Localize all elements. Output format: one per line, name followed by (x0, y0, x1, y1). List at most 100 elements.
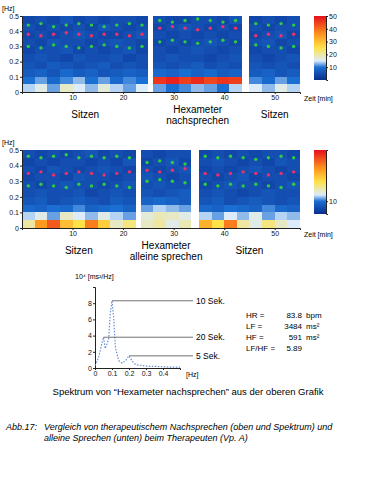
y-axis-tick-label: 0 (15, 225, 19, 232)
heatmap-cell (153, 39, 166, 47)
dot (115, 155, 118, 158)
y-axis-tick: 6 (88, 316, 95, 323)
heatmap-cell (98, 39, 111, 47)
heatmap-cell (136, 54, 149, 62)
stat-value: 3484 (284, 322, 302, 331)
heatmap-cell (212, 212, 225, 220)
dot (241, 184, 244, 187)
x-axis-tick-label: 0 (94, 370, 98, 377)
heatmap-cell (191, 24, 204, 32)
heatmap-cell (123, 205, 136, 213)
heatmap-cell (262, 189, 275, 197)
heatmap-cell (73, 69, 86, 77)
dot (183, 167, 186, 170)
heatmap-cell (35, 39, 48, 47)
heatmap-cell (98, 212, 111, 220)
heatmap-cell (191, 54, 204, 62)
heatmap-cell (123, 39, 136, 47)
dot (183, 26, 186, 29)
dot (52, 25, 55, 28)
y-axis-tick-mark (20, 228, 22, 229)
y-axis-tick: 0.2 (9, 58, 22, 65)
heatmap-cell (123, 62, 136, 70)
heatmap-cell (166, 220, 179, 228)
heatmap-cell (60, 150, 73, 158)
dot (171, 169, 174, 172)
dot (65, 45, 68, 48)
heatmap-cell (73, 189, 86, 197)
heatmap-cell (224, 158, 237, 166)
heatmap-cell (249, 54, 262, 62)
heatmap-cell (224, 197, 237, 205)
heatmap-cell (204, 24, 217, 32)
heatmap-cell (98, 84, 111, 92)
heatmap-cell (287, 16, 300, 24)
dot (196, 17, 199, 20)
heatmap-cell (73, 205, 86, 213)
heatmap-cell (262, 205, 275, 213)
dot (65, 172, 68, 175)
x-axis-tick: 0.4 (159, 368, 169, 377)
heatmap-cell (35, 84, 48, 92)
y-axis-title: 10⁴ [ms²/Hz] (75, 273, 114, 281)
heatmap-cell (179, 46, 192, 54)
dot (292, 156, 295, 159)
heatmap-cell (98, 46, 111, 54)
heatmap-cell (60, 77, 73, 85)
x-axis-tick: 10 (69, 92, 77, 101)
heatmap-cell (35, 46, 48, 54)
heatmap-cell (262, 54, 275, 62)
dot (279, 155, 282, 158)
heatmap-cell (179, 197, 192, 205)
heatmap-cell (166, 77, 179, 85)
heatmap-cell (212, 197, 225, 205)
x-axis-tick-label: 10 (69, 230, 77, 237)
heatmap-cell (141, 220, 154, 228)
heatmap-cell (237, 181, 250, 189)
y-axis-tick-label: 0.2 (9, 58, 19, 65)
heatmap-cell (98, 77, 111, 85)
heatmap-cell (85, 54, 98, 62)
dot (158, 26, 161, 29)
y-axis-tick-mark (20, 31, 22, 32)
dot (65, 186, 68, 189)
dot (90, 184, 93, 187)
heatmap-cell (35, 77, 48, 85)
dot (279, 34, 282, 37)
heatmap-cell (85, 16, 98, 24)
dot (27, 23, 30, 26)
heatmap-cell (275, 205, 288, 213)
heatmap-cell (73, 220, 86, 228)
heatmap-cell (153, 181, 166, 189)
heatmap-cell (199, 189, 212, 197)
y-axis-tick-label: 0.4 (9, 162, 19, 169)
heatmap-cell (179, 212, 192, 220)
heatmap-cell (60, 84, 73, 92)
y-axis-line (93, 288, 96, 369)
heatmap-cell (229, 84, 242, 92)
heatmap-cell (249, 205, 262, 213)
x-axis-tick-label: 10 (69, 94, 77, 101)
dot (209, 19, 212, 22)
heatmap-cell (153, 158, 166, 166)
heatmap-cell (35, 197, 48, 205)
heatmap-cell (262, 77, 275, 85)
y-axis-tick-label: 0.1 (9, 74, 19, 81)
heatmap-cell (179, 166, 192, 174)
heatmap-cell (22, 212, 35, 220)
heatmap-cell (249, 158, 262, 166)
dot (145, 161, 148, 164)
heatmap-cell (191, 77, 204, 85)
heatmap-cell (229, 39, 242, 47)
heatmap-cell (35, 166, 48, 174)
heatmap-cell (204, 54, 217, 62)
heatmap-cell (123, 212, 136, 220)
dot (140, 33, 143, 36)
heatmap-cell (110, 24, 123, 32)
heatmap-cell (136, 31, 149, 39)
heatmap-cell (22, 77, 35, 85)
heatmap-cell (22, 16, 35, 24)
dot (183, 181, 186, 184)
heatmap-cell (179, 77, 192, 85)
heatmap-cell (110, 189, 123, 197)
